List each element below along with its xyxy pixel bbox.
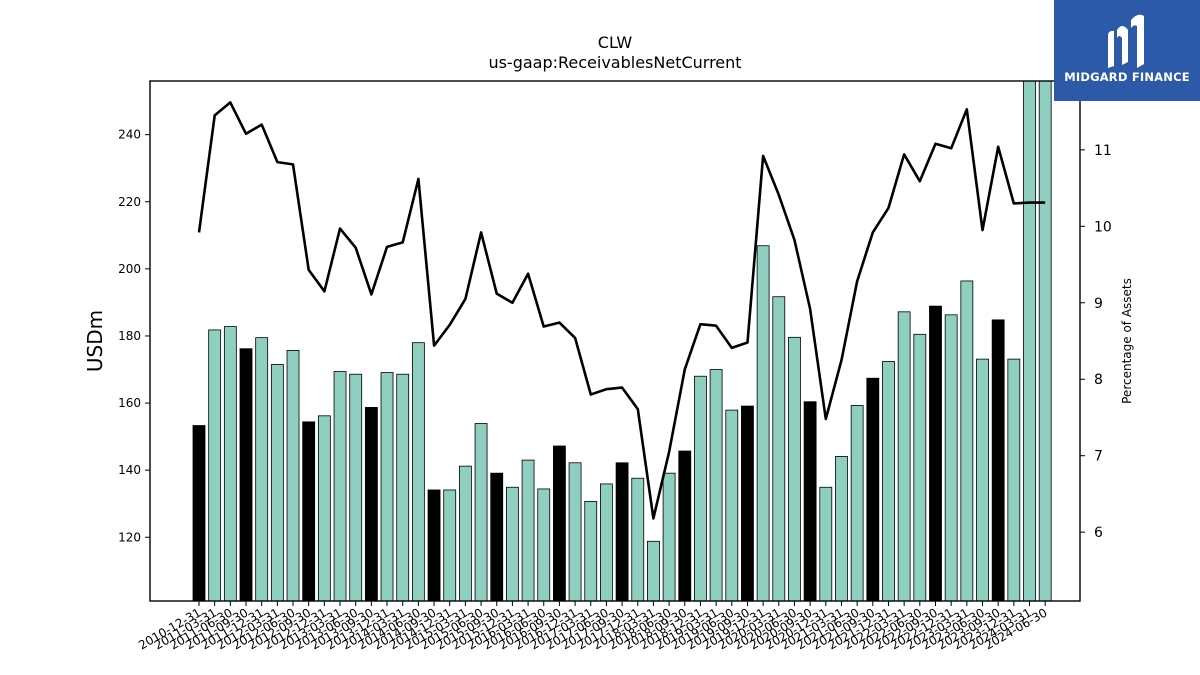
bar [960,280,974,602]
bar [709,369,723,602]
y2-tick-label: 6 [1094,525,1103,541]
y-tick-label: 220 [118,195,141,209]
percentage-line [197,101,1046,520]
y2-tick-label: 7 [1094,449,1103,465]
bar [255,337,269,602]
bar [364,407,378,602]
y2-axis-label: Percentage of Assets [1120,278,1134,404]
left-axis-ticks: 120 140 160 180 200 220 240 [118,128,150,544]
bar [208,329,222,602]
bar [678,450,692,602]
y-tick-label: 160 [118,396,141,410]
bar [584,500,598,602]
bar [1023,80,1036,602]
bar [929,305,942,602]
bar [458,465,472,602]
bar [741,405,754,602]
bar [427,489,441,602]
bar [913,333,927,602]
bar [803,401,817,602]
bar [662,472,676,602]
bar [349,373,363,602]
bar [317,415,331,602]
bar [192,425,206,602]
bar [694,375,707,602]
bar [631,477,645,602]
y2-tick-label: 10 [1094,219,1112,235]
bar [647,540,660,602]
y-tick-label: 120 [118,530,141,544]
bar [897,311,911,602]
midgard-finance-logo: MIDGARD FINANCE [1054,0,1200,101]
bar [615,462,629,602]
bar [490,472,504,602]
logo-text: MIDGARD FINANCE [1064,70,1190,84]
bar [553,445,566,602]
y-tick-label: 180 [118,329,141,343]
bar [380,372,394,602]
bar [396,373,410,602]
y2-tick-label: 8 [1094,372,1103,388]
bar [537,488,551,602]
bar [976,358,989,602]
bar [568,462,582,602]
bar [1038,80,1052,602]
y2-tick-label: 11 [1094,143,1112,159]
bar [411,342,425,602]
chart-title: CLW [598,33,633,52]
bar [1007,358,1021,602]
bar [521,459,535,602]
bar [819,486,833,602]
bar-series [192,80,1052,602]
bar [286,349,300,602]
logo-mark-icon [1108,14,1144,69]
bar [725,409,739,602]
bar [835,456,848,602]
y-tick-label: 140 [118,463,141,477]
y-tick-label: 240 [118,128,141,142]
plot-frame [149,80,1081,602]
bar [882,361,895,602]
bar [756,245,770,602]
bar [944,314,958,602]
bar [991,319,1005,602]
bar [474,423,488,602]
bar [505,486,519,602]
y2-tick-label: 9 [1094,296,1103,312]
y-tick-label: 200 [118,262,141,276]
bar [443,489,457,602]
x-axis-ticks: 2010-12-312011-03-312011-06-302011-09-30… [136,601,1050,652]
bar [302,421,316,602]
chart-subtitle: us-gaap:ReceivablesNetCurrent [488,53,741,72]
bar [772,296,786,602]
y-axis-label: USDm [83,310,107,372]
bar [600,483,613,602]
right-axis-ticks: 6 7 8 9 10 11 [1080,143,1112,541]
bar [788,336,801,602]
bar [333,371,347,602]
bar [239,348,253,602]
bar [866,377,880,602]
bar [223,326,237,602]
bar [850,405,864,602]
bar [270,364,284,602]
